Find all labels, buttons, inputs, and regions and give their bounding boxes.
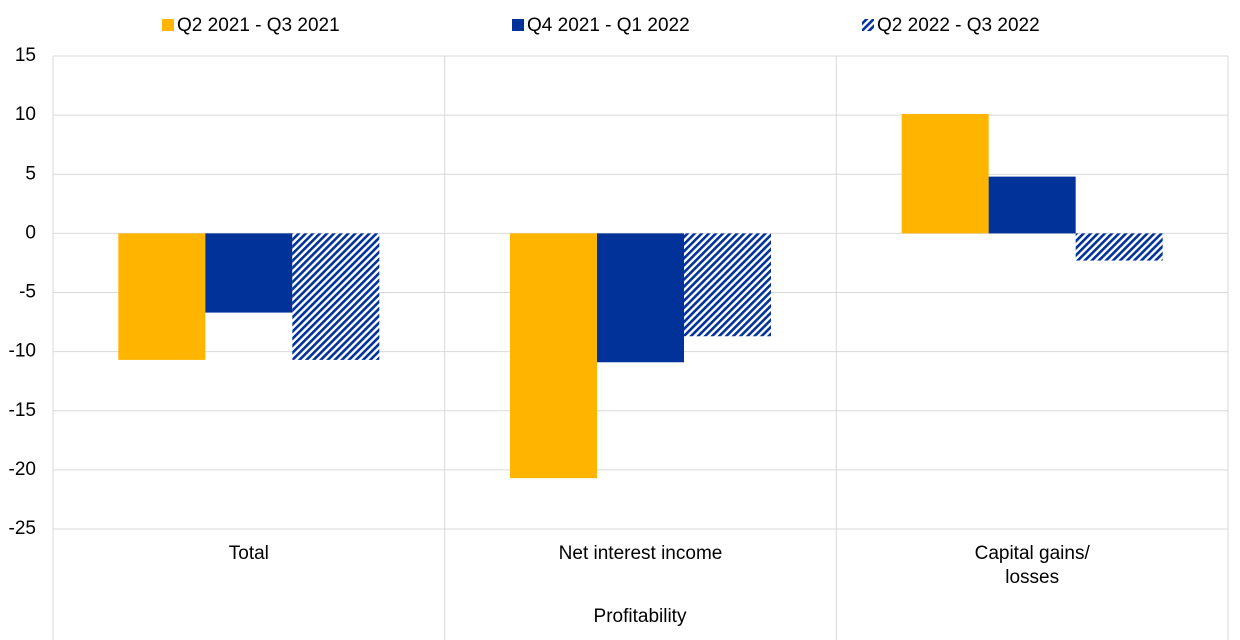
y-tick-label: 10 — [15, 104, 36, 125]
x-tick-label: Capital gains/losses — [975, 543, 1091, 588]
y-tick-label: 0 — [25, 222, 36, 243]
bar — [684, 233, 771, 337]
y-tick-label: -15 — [9, 400, 36, 421]
bar — [118, 233, 206, 360]
x-axis-label: Profitability — [594, 606, 687, 627]
legend-label: Q4 2021 - Q1 2022 — [527, 15, 690, 36]
y-tick-label: 5 — [25, 163, 36, 184]
bar — [292, 233, 380, 360]
y-tick-label: 15 — [15, 45, 36, 66]
bar — [205, 233, 293, 313]
y-tick-label: -5 — [19, 282, 36, 303]
bar — [1075, 233, 1163, 261]
legend-marker — [512, 19, 524, 31]
y-tick-label: -25 — [9, 518, 36, 539]
bar — [510, 233, 597, 479]
y-tick-label: -20 — [9, 459, 36, 480]
legend-marker — [162, 19, 174, 31]
legend-label: Q2 2021 - Q3 2021 — [177, 15, 340, 36]
legend-label: Q2 2022 - Q3 2022 — [877, 15, 1040, 36]
bar — [988, 176, 1076, 234]
x-tick-label: Net interest income — [559, 543, 723, 564]
bar — [901, 113, 989, 234]
x-tick-label: Total — [229, 543, 269, 564]
legend-marker — [862, 19, 874, 31]
bar — [597, 233, 684, 363]
y-tick-label: -10 — [9, 341, 36, 362]
